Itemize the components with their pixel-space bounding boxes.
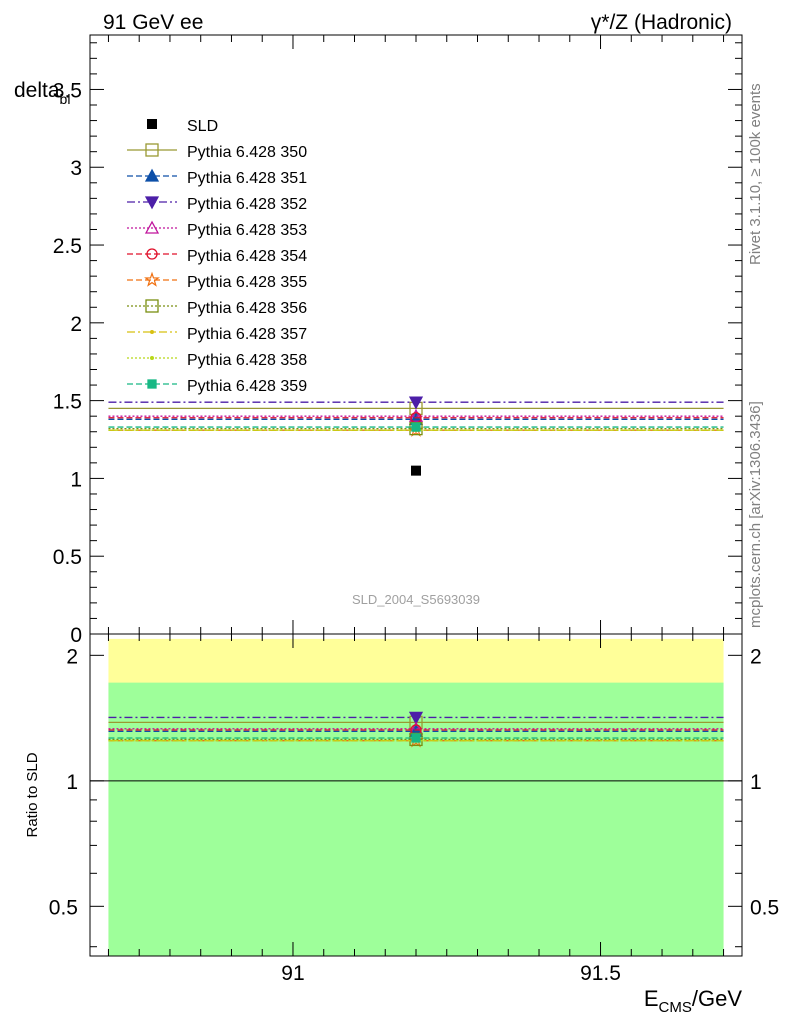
ratio-series-layer [108,711,724,748]
ratio-ytick-label-right: 2 [750,645,762,668]
mc-series-marker [408,396,424,410]
legend-marker [150,356,154,360]
ratio-bands [90,638,742,956]
mc-series-marker [408,408,424,422]
legend-marker [145,143,159,157]
legend-marker [144,196,160,210]
header-right: γ*/Z (Hadronic) [591,11,732,34]
legend-label: Pythia 6.428 352 [187,196,307,213]
ratio-panel: 0.5 0.5 1 1 2 2 91 91.5 Ratio to SLD ECMS/GeV [24,633,779,1016]
ratio-series-marker [408,711,424,725]
ratio-ylabel: Ratio to SLD [24,752,41,837]
main-ytick-label: 0 [70,624,82,647]
ratio-ytick-label-right: 0.5 [750,896,779,919]
legend-marker-data [147,119,157,129]
main-ytick-label: 1 [70,468,82,491]
side-label-rivet: Rivet 3.1.10, ≥ 100k events [747,83,764,265]
side-label-mcplots: mcplots.cern.ch [arXiv:1306.3436] [747,401,764,628]
watermark: SLD_2004_S5693039 [352,592,480,607]
legend-marker [144,168,160,182]
legend-label: Pythia 6.428 354 [187,248,307,265]
main-ytick-label: 3.5 [53,79,82,102]
main-ytick-label: 1.5 [53,391,82,414]
main-series-layer [108,396,724,476]
main-panel: 0 0.5 1 1.5 2 2.5 3 3.5 SLD_2004_S5693039 SLD Py… [14,34,743,647]
legend-label: Pythia 6.428 350 [187,144,307,161]
legend-marker [150,330,154,334]
main-axis-ticks: 0 0.5 1 1.5 2 2.5 3 3.5 [53,35,742,647]
xtick-label: 91 [281,962,304,985]
legend-label: Pythia 6.428 351 [187,170,307,187]
main-ytick-label: 2.5 [53,235,82,258]
legend-label: SLD [187,118,218,135]
legend-label: Pythia 6.428 358 [187,352,307,369]
legend-label: Pythia 6.428 359 [187,378,307,395]
x-axis-label-sub: CMS [659,999,692,1016]
legend-label: Pythia 6.428 357 [187,326,307,343]
ratio-ytick-label-right: 1 [750,771,762,794]
legend-label: Pythia 6.428 356 [187,300,307,317]
main-ylabel-sub: bl [60,91,71,107]
main-ylabel: deltabl [14,79,70,107]
ratio-series-marker [411,733,421,743]
main-ylabel-main: delta [14,79,60,102]
legend-label: Pythia 6.428 355 [187,274,307,291]
x-axis-label-main: E [644,986,659,1011]
legend-marker [146,248,158,260]
header-left: 91 GeV ee [103,11,203,34]
legend-marker [147,379,157,389]
ratio-axis-ticks: 0.5 0.5 1 1 2 2 91 91.5 [49,634,779,985]
legend-marker [144,271,160,287]
legend-label: Pythia 6.428 353 [187,222,307,239]
legend: SLD Pythia 6.428 350 Pythia 6.428 351 Pythi… [127,118,307,395]
data-point [411,465,421,476]
legend-marker [145,299,159,313]
ratio-ytick-label: 0.5 [49,896,78,919]
ratio-ytick-label: 2 [66,645,78,668]
legend-marker [144,220,160,234]
mc-series-marker [411,422,421,432]
xtick-label: 91.5 [580,962,621,985]
main-ytick-label: 3 [70,157,82,180]
x-axis-label-unit: /GeV [692,986,742,1011]
main-ytick-label: 0.5 [53,546,82,569]
x-axis-label: ECMS/GeV [644,986,742,1016]
main-ytick-label: 2 [70,313,82,336]
ratio-ytick-label: 1 [66,771,78,794]
